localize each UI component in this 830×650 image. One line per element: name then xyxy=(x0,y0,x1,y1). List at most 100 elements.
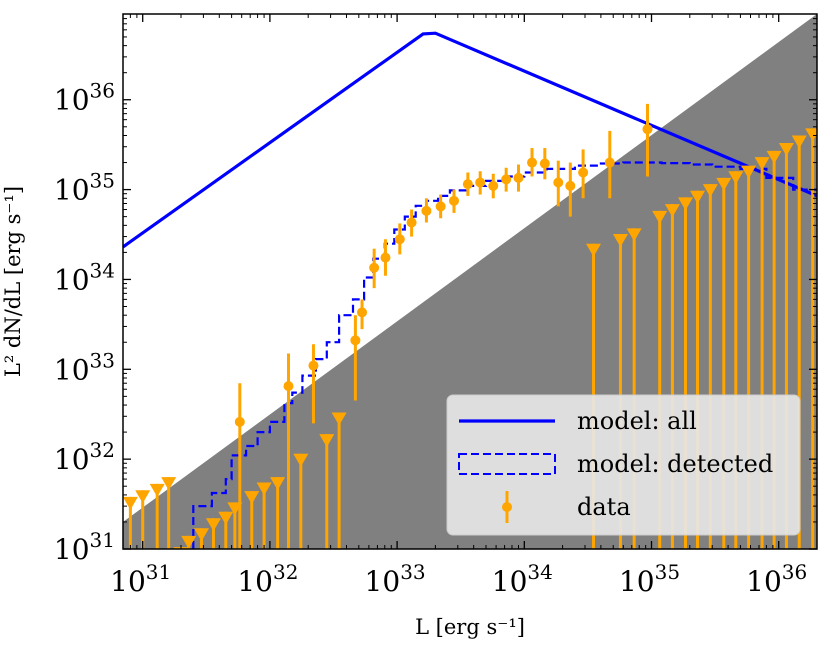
upper-limit-arrow xyxy=(194,528,210,542)
data-point xyxy=(448,189,459,213)
upper-limit-marker xyxy=(256,482,272,549)
upper-limit-arrow xyxy=(205,518,221,532)
upper-limit-arrow xyxy=(331,412,347,426)
upper-limit-arrow xyxy=(716,177,732,191)
upper-limit-arrow xyxy=(791,135,807,149)
upper-limit-arrow xyxy=(612,234,628,248)
data-marker xyxy=(435,201,446,212)
y-tick-label: 1035 xyxy=(54,169,115,207)
y-tick-label: 1032 xyxy=(54,438,115,476)
upper-limit-arrow xyxy=(181,535,197,549)
data-point xyxy=(380,239,391,276)
data-point xyxy=(527,148,538,177)
data-point xyxy=(369,248,380,289)
upper-limit-marker xyxy=(805,128,817,549)
x-tick-label: 1033 xyxy=(365,560,426,598)
data-marker xyxy=(513,172,524,183)
upper-limit-arrow xyxy=(741,165,757,179)
data-point xyxy=(553,160,564,207)
data-marker xyxy=(565,180,576,191)
legend-swatch-dashed xyxy=(458,453,556,475)
data-marker xyxy=(350,335,361,346)
data-marker xyxy=(642,124,653,135)
data-marker xyxy=(283,381,294,392)
legend-item: model: detected xyxy=(458,450,773,478)
data-point xyxy=(308,344,319,424)
legend-item: model: all xyxy=(459,407,697,435)
data-marker xyxy=(421,205,432,216)
y-tick-label: 1036 xyxy=(54,79,115,117)
data-marker xyxy=(357,307,368,318)
upper-limit-marker xyxy=(161,477,177,549)
upper-limit-arrow xyxy=(586,243,602,257)
legend-item: data xyxy=(502,491,631,523)
upper-limit-arrow xyxy=(754,157,770,171)
data-marker xyxy=(448,195,459,206)
upper-limit-marker xyxy=(293,453,309,549)
detections xyxy=(234,103,653,549)
data-point xyxy=(435,194,446,219)
data-marker xyxy=(604,157,615,168)
data-point xyxy=(578,149,589,199)
upper-limit-arrow xyxy=(256,482,272,496)
series-model-all xyxy=(123,31,817,249)
upper-limit-arrow xyxy=(690,190,706,204)
legend-label: data xyxy=(577,493,631,521)
upper-limit-marker xyxy=(218,511,234,549)
legend-label: model: detected xyxy=(577,450,773,478)
legend-swatch-dot xyxy=(502,502,512,512)
upper-limit-marker xyxy=(181,535,197,549)
upper-limit-arrow xyxy=(135,490,151,504)
data-marker xyxy=(308,360,319,371)
upper-limit-arrow xyxy=(123,496,138,510)
data-point xyxy=(462,172,473,196)
y-tick-label: 1034 xyxy=(54,258,115,296)
upper-limit-arrow xyxy=(702,184,718,198)
legend: model: all model: detected data xyxy=(446,394,801,536)
x-axis: 1031 1032 1033 1034 1035 1036 xyxy=(110,14,818,598)
data-marker xyxy=(369,262,380,273)
data-marker xyxy=(501,174,512,185)
legend-box xyxy=(446,394,801,536)
data-point xyxy=(488,173,499,199)
data-point xyxy=(501,167,512,192)
y-axis: 1031 1032 1033 1034 1035 1036 xyxy=(54,13,817,566)
data-point xyxy=(513,164,524,192)
upper-limit-arrow xyxy=(626,228,642,242)
upper-limit-arrow xyxy=(293,453,309,467)
x-tick-label: 1031 xyxy=(110,560,171,598)
data-marker xyxy=(539,158,550,169)
data-point xyxy=(475,171,486,195)
upper-limit-arrow xyxy=(161,477,177,491)
data-point xyxy=(539,148,550,180)
upper-limit-arrow xyxy=(664,204,680,218)
upper-limit-marker xyxy=(319,434,335,549)
data-marker xyxy=(462,179,473,190)
data-point xyxy=(234,383,245,549)
data-point xyxy=(565,162,576,217)
upper-limit-marker xyxy=(270,477,286,549)
x-axis-title: L [erg s⁻¹] xyxy=(415,615,525,639)
y-tick-label: 1033 xyxy=(54,348,115,386)
upper-limit-marker xyxy=(194,528,210,549)
data-marker xyxy=(527,157,538,168)
upper-limit-arrow xyxy=(218,511,234,525)
x-tick-label: 1035 xyxy=(619,560,680,598)
data-point xyxy=(283,353,294,549)
upper-limit-arrow xyxy=(244,491,260,505)
upper-limit-arrow xyxy=(677,197,693,211)
upper-limit-arrow xyxy=(766,150,782,164)
data-marker xyxy=(380,252,391,263)
data-point xyxy=(642,103,653,177)
upper-limit-marker xyxy=(149,483,165,549)
data-marker xyxy=(488,180,499,191)
data-point xyxy=(406,209,417,237)
data-point xyxy=(604,130,615,199)
y-axis-title: L² dN/dL [erg s⁻¹] xyxy=(1,186,25,377)
data-point xyxy=(357,299,368,330)
data-marker xyxy=(553,177,564,188)
upper-limit-arrow xyxy=(270,477,286,491)
data-marker xyxy=(406,217,417,228)
upper-limit-arrow xyxy=(728,171,744,185)
